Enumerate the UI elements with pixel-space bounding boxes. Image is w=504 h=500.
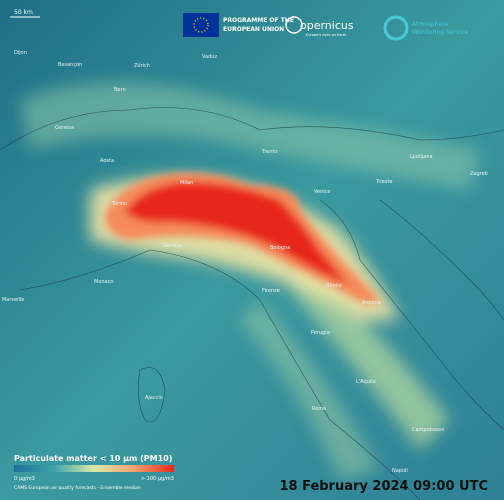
timestamp: 18 February 2024 09:00 UTC: [279, 479, 488, 494]
city: Bern: [114, 87, 126, 93]
cams-logo: [383, 15, 409, 41]
legend-source: CAMS European air quality forecasts - En…: [14, 485, 141, 491]
city: Rimini: [326, 283, 342, 289]
city: Bologna: [270, 245, 290, 251]
cams-name: Monitoring Service: [412, 29, 468, 36]
copernicus-name: opernicus: [300, 19, 354, 32]
eu-programme: EUROPEAN UNION: [223, 26, 284, 33]
city: Zürich: [134, 63, 150, 69]
copernicus-tagline: Europe's eyes on Earth: [306, 33, 346, 37]
city: Genova: [163, 243, 182, 249]
city: Zagreb: [470, 171, 488, 177]
city: Rome: [312, 406, 326, 412]
city: Besançon: [58, 62, 82, 68]
city: Venice: [314, 189, 331, 195]
city: Torino: [111, 201, 127, 207]
legend-max: > 100 µg/m3: [141, 476, 174, 482]
eu-programme: PROGRAMME OF THE: [223, 17, 294, 24]
legend-title: Particulate matter < 10 µm (PM10): [14, 454, 172, 463]
legend-min: 0 µg/m3: [14, 476, 35, 482]
city: Geneva: [55, 125, 74, 131]
city: Milan: [180, 180, 193, 186]
city: Aosta: [100, 158, 114, 164]
scale-label: 50 km: [14, 9, 33, 16]
legend-colorbar: [14, 465, 174, 472]
city: Marseille: [2, 297, 24, 303]
city: Firenze: [262, 288, 280, 294]
city: Vaduz: [202, 54, 217, 60]
city: Dijon: [14, 50, 27, 56]
cams-name: Atmosphere: [412, 21, 449, 28]
city: Trento: [261, 149, 278, 155]
borders: [0, 107, 504, 500]
city: Ancona: [362, 300, 381, 306]
city: Monaco: [94, 279, 113, 285]
city: L'Aquila: [356, 379, 376, 385]
city: Ajaccio: [145, 395, 163, 401]
city: Trieste: [375, 179, 392, 185]
city: Perugia: [311, 330, 330, 336]
city: Campobasso: [412, 427, 444, 433]
eu-flag: [183, 13, 219, 37]
pm10-plume: [105, 172, 380, 304]
city: Napoli: [392, 468, 408, 474]
city-labels: Dijon Besançon Zürich Vaduz Bern Geneva …: [2, 50, 488, 474]
city: Ljubljana: [410, 154, 433, 160]
eu-stars: [193, 17, 209, 33]
copernicus-logo: [285, 16, 303, 34]
